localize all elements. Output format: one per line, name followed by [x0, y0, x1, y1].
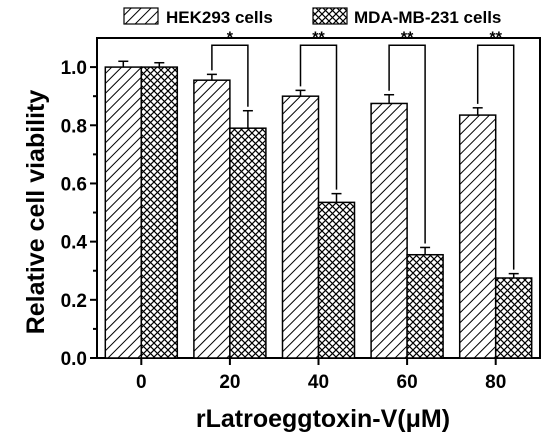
significance-label: ** — [401, 29, 414, 46]
significance-label: ** — [312, 29, 325, 46]
plot-area: 0.0 0.2 0.4 0.6 0.8 1.0 0 20 * 40 ** 60 ** 80 ** — [61, 29, 541, 393]
x-tick-label: 80 — [485, 372, 506, 393]
x-axis-title: rLatroeggtoxin-V(μM) — [196, 405, 450, 433]
y-axis-title: Relative cell viability — [22, 90, 50, 335]
significance-bracket — [476, 44, 515, 270]
y-tick-label: 0.4 — [61, 233, 88, 254]
x-tick-label: 60 — [397, 372, 418, 393]
bar-mda — [229, 127, 267, 359]
y-tick-label: 0.8 — [61, 116, 87, 137]
legend-label-mda: MDA-MB-231 cells — [354, 8, 501, 27]
y-tick-label: 1.0 — [61, 58, 87, 79]
x-tick-label: 40 — [308, 372, 329, 393]
legend-label-hek293: HEK293 cells — [166, 8, 273, 27]
x-tick-label: 20 — [219, 372, 240, 393]
bar-hek293 — [281, 95, 320, 359]
bar-mda — [140, 66, 179, 359]
bar-hek293 — [193, 79, 231, 359]
y-tick-label: 0.6 — [61, 174, 87, 195]
bar-hek293 — [104, 66, 143, 359]
significance-bracket — [388, 44, 426, 244]
bar-hek293 — [370, 102, 408, 359]
y-tick-label: 0.2 — [61, 291, 87, 312]
legend: HEK293 cells MDA-MB-231 cells — [123, 7, 501, 27]
bar-mda — [494, 277, 533, 359]
legend-swatch-hek293 — [123, 7, 159, 25]
x-tick-label: 0 — [136, 372, 147, 393]
legend-swatch-mda — [312, 7, 348, 25]
significance-bracket — [299, 44, 338, 190]
significance-label: ** — [489, 29, 502, 46]
significance-label: * — [227, 29, 234, 46]
bar-hek293 — [458, 114, 497, 359]
bar-mda — [406, 253, 444, 359]
y-tick-label: 0.0 — [61, 349, 87, 370]
significance-bracket — [211, 44, 249, 107]
bar-mda — [317, 201, 356, 359]
